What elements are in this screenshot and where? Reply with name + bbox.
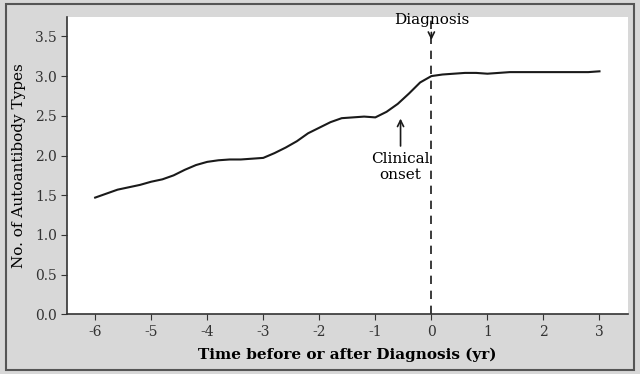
X-axis label: Time before or after Diagnosis (yr): Time before or after Diagnosis (yr) [198, 347, 497, 362]
Y-axis label: No. of Autoantibody Types: No. of Autoantibody Types [13, 63, 26, 268]
Text: Diagnosis: Diagnosis [394, 13, 469, 38]
Text: Clinical
onset: Clinical onset [371, 120, 430, 182]
